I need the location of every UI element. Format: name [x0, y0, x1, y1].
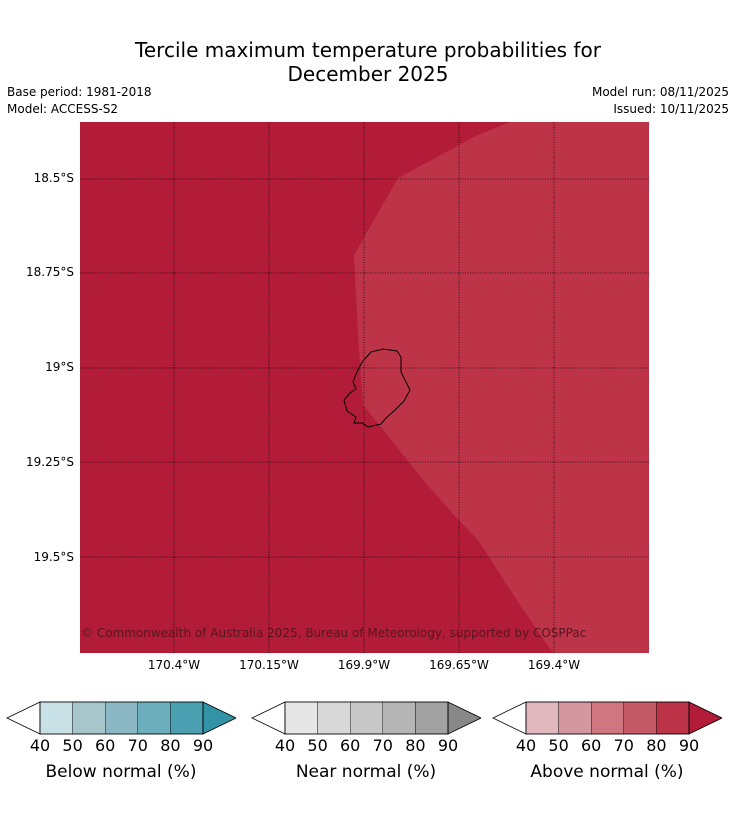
- model-name: Model: ACCESS-S2: [7, 102, 119, 116]
- colorbar-near-label: Near normal (%): [295, 762, 437, 782]
- colorbar-below-label: Below normal (%): [45, 762, 197, 782]
- colorbar-tick-label: 70: [613, 736, 634, 755]
- colorbar-segment: [525, 701, 559, 735]
- lon-label-169-4: 169.4°W: [527, 658, 581, 672]
- colorbar-tick-label: 50: [62, 736, 83, 755]
- colorbar-tick-label: 60: [95, 736, 116, 755]
- colorbar-segment: [39, 701, 73, 735]
- colorbar-segment: [382, 701, 416, 735]
- colorbar-above-scale: [492, 701, 722, 735]
- colorbar-segment: [349, 701, 383, 735]
- colorbar-extend-low: [251, 701, 286, 735]
- colorbar-tick-label: 40: [515, 736, 537, 755]
- colorbar-segment: [137, 701, 171, 735]
- colorbar-segment: [590, 701, 624, 735]
- lon-label-169-9: 169.9°W: [337, 658, 391, 672]
- colorbar-extend-high: [202, 701, 236, 735]
- base-period: Base period: 1981-2018: [7, 85, 152, 99]
- lon-label-169-65: 169.65°W: [429, 658, 489, 672]
- colorbar-tick-label: 40: [29, 736, 51, 755]
- lon-label-170-15: 170.15°W: [239, 658, 299, 672]
- title-line-2: December 2025: [287, 62, 449, 86]
- lat-label-19-5: 19.5°S: [33, 550, 74, 564]
- colorbar-segment: [104, 701, 138, 735]
- colorbar-tick-label: 90: [678, 736, 700, 755]
- map: © Commonwealth of Australia 2025, Bureau…: [80, 122, 649, 653]
- colorbar-tick-label: 80: [405, 736, 426, 755]
- colorbar-tick-label: 90: [192, 736, 214, 755]
- colorbar-tick-label: 50: [548, 736, 569, 755]
- colorbar-outline: [525, 701, 690, 735]
- colorbar-below-scale: [6, 701, 236, 735]
- copyright-text: © Commonwealth of Australia 2025, Bureau…: [81, 626, 586, 640]
- colorbar-segment: [415, 701, 449, 735]
- colorbar-tick-label: 60: [340, 736, 361, 755]
- colorbar-outline: [39, 701, 204, 735]
- lat-label-19-25: 19.25°S: [26, 455, 74, 469]
- lat-label-19: 19°S: [45, 360, 74, 374]
- colorbar-tick-label: 50: [307, 736, 328, 755]
- colorbar-segment: [558, 701, 592, 735]
- chart-title: Tercile maximum temperature probabilitie…: [0, 38, 736, 86]
- colorbar-segment: [72, 701, 106, 735]
- issued-date: Issued: 10/11/2025: [613, 102, 729, 116]
- colorbar-tick-label: 60: [581, 736, 602, 755]
- colorbar-tick-label: 80: [160, 736, 181, 755]
- model-run: Model run: 08/11/2025: [591, 85, 729, 99]
- title-line-1: Tercile maximum temperature probabilitie…: [135, 38, 601, 62]
- map-region-above-80: [354, 122, 649, 653]
- colorbar-tick-label: 70: [372, 736, 393, 755]
- colorbar-tick-label: 40: [274, 736, 296, 755]
- meta-left: Base period: 1981-2018 Model: ACCESS-S2: [7, 84, 152, 118]
- meta-right: Model run: 08/11/2025 Issued: 10/11/2025: [592, 84, 729, 118]
- lat-label-18-75: 18.75°S: [26, 265, 74, 279]
- lat-label-18-5: 18.5°S: [33, 171, 74, 185]
- colorbar-segment: [623, 701, 657, 735]
- colorbar-above-label: Above normal (%): [530, 762, 684, 782]
- colorbar-outline: [284, 701, 449, 735]
- colorbar-tick-label: 80: [646, 736, 667, 755]
- colorbar-tick-label: 90: [437, 736, 459, 755]
- colorbar-segment: [170, 701, 204, 735]
- colorbar-extend-low: [492, 701, 527, 735]
- colorbar-extend-high: [447, 701, 481, 735]
- colorbar-segment: [284, 701, 318, 735]
- colorbar-segment: [656, 701, 690, 735]
- colorbar-segment: [317, 701, 351, 735]
- colorbar-extend-high: [688, 701, 722, 735]
- island-outline: [343, 348, 411, 428]
- colorbar-tick-label: 70: [127, 736, 148, 755]
- gridlines: [80, 122, 649, 653]
- colorbar-extend-low: [6, 701, 41, 735]
- colorbar-near-scale: [251, 701, 481, 735]
- lon-label-170-4: 170.4°W: [147, 658, 201, 672]
